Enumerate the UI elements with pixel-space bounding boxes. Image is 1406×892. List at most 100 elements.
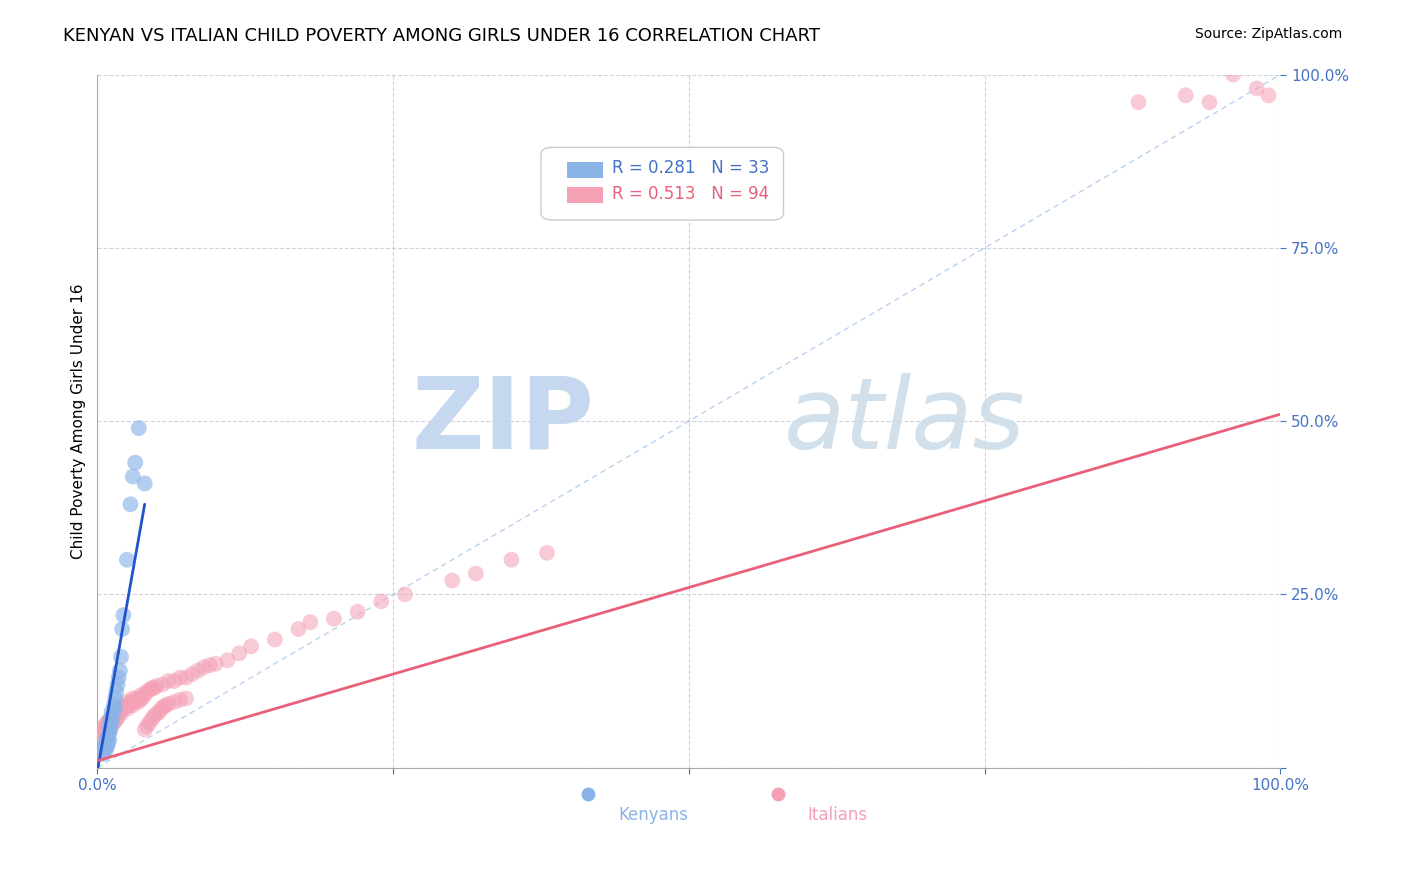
Point bbox=[98, 723, 121, 737]
Point bbox=[134, 723, 156, 737]
Point bbox=[94, 743, 117, 757]
Point bbox=[103, 708, 125, 723]
Point bbox=[104, 691, 127, 706]
Point bbox=[118, 698, 141, 713]
Point bbox=[157, 697, 180, 711]
Point bbox=[91, 747, 114, 761]
Point bbox=[148, 705, 170, 719]
Point bbox=[100, 711, 122, 725]
Text: ZIP: ZIP bbox=[412, 373, 595, 469]
Point bbox=[100, 705, 122, 719]
Bar bbox=[567, 161, 603, 178]
Point bbox=[1246, 81, 1268, 95]
Point bbox=[98, 719, 121, 733]
Point bbox=[91, 730, 114, 744]
Point bbox=[101, 708, 124, 723]
Y-axis label: Child Poverty Among Girls Under 16: Child Poverty Among Girls Under 16 bbox=[72, 284, 86, 559]
Point bbox=[96, 733, 118, 747]
Point bbox=[128, 695, 150, 709]
Point bbox=[97, 730, 120, 744]
Point bbox=[240, 640, 263, 654]
Point bbox=[138, 683, 160, 698]
Point bbox=[94, 736, 117, 750]
Point bbox=[198, 658, 221, 673]
Point bbox=[94, 726, 117, 740]
Point bbox=[181, 667, 204, 681]
Point bbox=[101, 708, 124, 723]
Point bbox=[1257, 88, 1279, 103]
Point bbox=[501, 553, 523, 567]
Point bbox=[263, 632, 285, 647]
Point bbox=[110, 699, 132, 714]
Point bbox=[169, 671, 191, 685]
Text: Source: ZipAtlas.com: Source: ZipAtlas.com bbox=[1195, 27, 1343, 41]
Point bbox=[124, 695, 146, 709]
Point bbox=[145, 679, 167, 693]
Point bbox=[91, 743, 114, 757]
Point bbox=[105, 712, 128, 726]
Point bbox=[136, 684, 159, 698]
Point bbox=[441, 574, 464, 588]
Point bbox=[204, 657, 226, 671]
Point bbox=[155, 698, 177, 713]
Point bbox=[98, 712, 121, 726]
Point bbox=[98, 733, 121, 747]
Point bbox=[101, 715, 124, 730]
Point bbox=[121, 698, 143, 713]
Point bbox=[114, 698, 136, 713]
Point bbox=[91, 726, 114, 740]
Point bbox=[464, 566, 486, 581]
Point bbox=[174, 691, 197, 706]
Point bbox=[110, 706, 132, 721]
Point bbox=[93, 726, 115, 740]
Point bbox=[129, 691, 152, 706]
Point bbox=[217, 653, 239, 667]
Point bbox=[141, 681, 163, 695]
Point bbox=[107, 671, 129, 685]
Point bbox=[134, 688, 156, 702]
Point bbox=[120, 695, 142, 709]
Point bbox=[111, 622, 134, 636]
Point bbox=[105, 684, 128, 698]
Text: Italians: Italians bbox=[807, 805, 868, 824]
Point bbox=[124, 456, 146, 470]
Point bbox=[134, 476, 156, 491]
Point bbox=[115, 702, 138, 716]
Point bbox=[115, 553, 138, 567]
Point bbox=[108, 704, 131, 718]
Point bbox=[136, 719, 159, 733]
Point bbox=[1174, 88, 1197, 103]
Point bbox=[1198, 95, 1220, 110]
Point bbox=[93, 719, 115, 733]
Point bbox=[107, 705, 129, 719]
Point bbox=[299, 615, 322, 629]
Point bbox=[98, 726, 121, 740]
Point bbox=[107, 677, 129, 691]
Point bbox=[1222, 68, 1244, 82]
Point bbox=[145, 706, 167, 721]
Point bbox=[110, 649, 132, 664]
Point bbox=[97, 723, 120, 737]
Text: Kenyans: Kenyans bbox=[617, 805, 688, 824]
Point bbox=[91, 723, 114, 737]
Point bbox=[152, 699, 174, 714]
Point bbox=[152, 677, 174, 691]
Point bbox=[104, 702, 127, 716]
Point bbox=[193, 660, 215, 674]
Point bbox=[97, 715, 120, 730]
Point bbox=[157, 674, 180, 689]
Text: R = 0.281   N = 33: R = 0.281 N = 33 bbox=[612, 159, 769, 178]
Point bbox=[104, 714, 127, 728]
Point bbox=[163, 674, 186, 689]
Point bbox=[370, 594, 392, 608]
Point bbox=[105, 705, 128, 719]
Point bbox=[112, 608, 135, 623]
Point bbox=[100, 715, 122, 730]
Point bbox=[143, 681, 166, 695]
Point bbox=[100, 719, 122, 733]
Point bbox=[98, 723, 121, 737]
FancyBboxPatch shape bbox=[541, 147, 783, 220]
Point bbox=[187, 664, 209, 678]
Point bbox=[174, 671, 197, 685]
Point bbox=[107, 711, 129, 725]
